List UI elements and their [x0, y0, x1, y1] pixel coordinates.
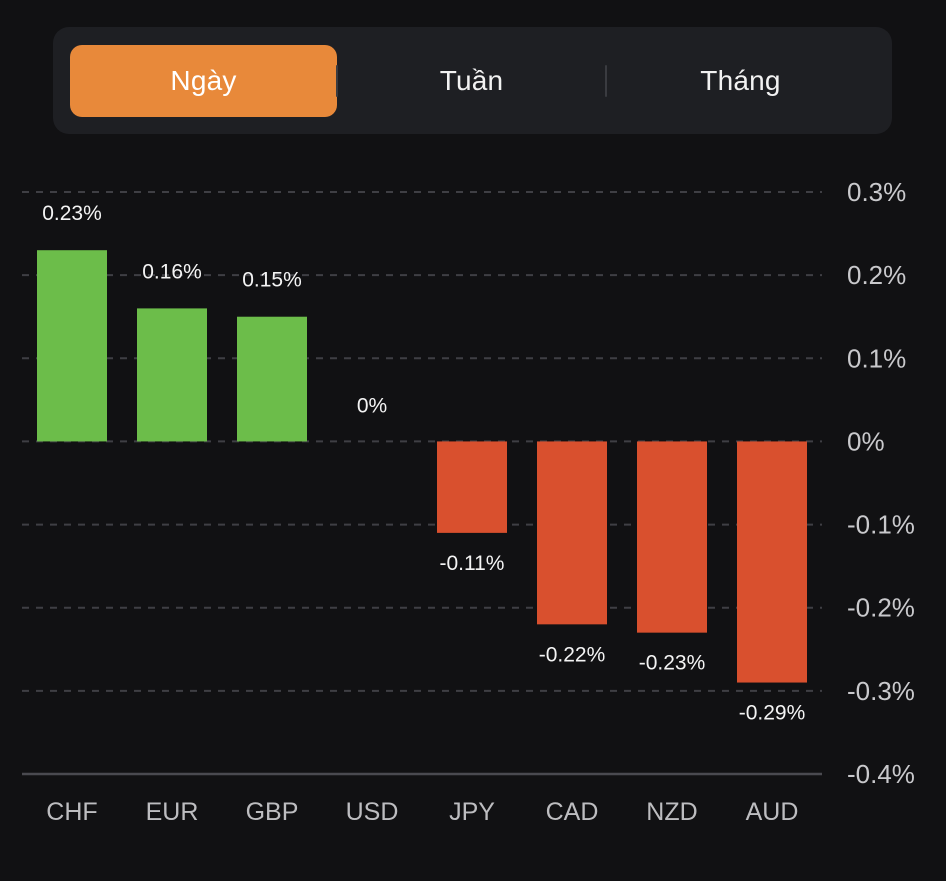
value-label: -0.23%: [639, 652, 706, 675]
value-labels: 0.23% 0.16% 0.15% 0% -0.11% -0.22% -0.23% -0.29…: [42, 202, 805, 724]
tab-day[interactable]: Ngày: [70, 45, 337, 117]
tab-month[interactable]: Tháng: [700, 65, 781, 96]
bar-eur: [137, 308, 207, 442]
y-tick-label: -0.2%: [847, 593, 915, 623]
tab-week[interactable]: Tuần: [439, 65, 504, 96]
category-label: AUD: [746, 798, 799, 826]
y-tick-label: -0.1%: [847, 510, 915, 540]
y-tick-label: 0.2%: [847, 260, 906, 290]
y-tick-label: -0.3%: [847, 676, 915, 706]
value-label: -0.22%: [539, 643, 606, 666]
y-tick-label: -0.4%: [847, 759, 915, 789]
value-label: 0.15%: [242, 269, 302, 292]
y-axis-ticks: 0.3% 0.2% 0.1% 0% -0.1% -0.2% -0.3% -0.4%: [847, 177, 915, 789]
category-label: NZD: [646, 798, 697, 826]
grid-lines: [22, 191, 822, 776]
value-label: -0.29%: [739, 702, 806, 725]
value-label: -0.11%: [440, 552, 505, 575]
period-segmented-control: Ngày Tuần Tháng: [53, 27, 892, 134]
y-tick-label: 0%: [847, 426, 885, 456]
segment-divider: [336, 65, 338, 97]
category-label: USD: [346, 798, 399, 826]
bars: [37, 250, 807, 683]
value-label: 0.16%: [142, 260, 202, 283]
value-label: 0.23%: [42, 202, 102, 225]
y-tick-label: 0.3%: [847, 177, 906, 207]
y-tick-label: 0.1%: [847, 343, 906, 373]
bar-jpy: [437, 441, 507, 533]
category-label: CHF: [46, 798, 97, 826]
segment-divider: [605, 65, 607, 97]
bar-cad: [537, 441, 607, 625]
category-label: CAD: [546, 798, 599, 826]
bar-nzd: [637, 441, 707, 633]
category-label: JPY: [449, 798, 495, 826]
bar-gbp: [237, 316, 307, 442]
category-label: GBP: [246, 798, 299, 826]
value-label: 0%: [357, 394, 387, 417]
bar-chf: [37, 250, 107, 442]
category-label: EUR: [146, 798, 199, 826]
bar-aud: [737, 441, 807, 683]
x-axis-categories: CHF EUR GBP USD JPY CAD NZD AUD: [46, 798, 798, 826]
